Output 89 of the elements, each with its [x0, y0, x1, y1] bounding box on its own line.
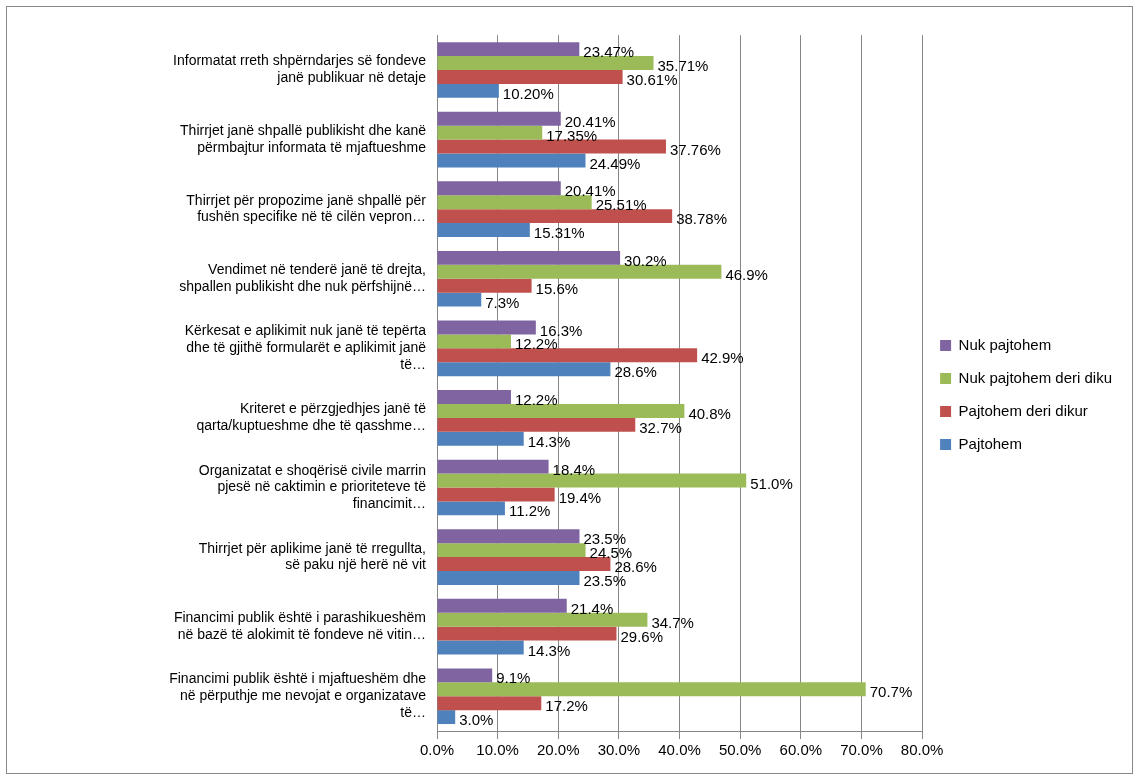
- legend-label: Pajtohem: [958, 434, 1022, 452]
- bar: [437, 320, 536, 335]
- data-label: 9.1%: [496, 669, 531, 687]
- legend-label: Nuk pajtohem deri diku: [958, 368, 1113, 386]
- y-tick-label: Financimi publik është i parashikueshëm në bazë të alokimit të fondeve në vitin…: [173, 609, 426, 642]
- data-label: 15.31%: [533, 224, 585, 242]
- bar: [437, 181, 561, 196]
- data-label: 23.47%: [583, 43, 635, 61]
- bar: [437, 223, 530, 237]
- data-label: 38.78%: [676, 210, 728, 228]
- bar: [437, 668, 493, 683]
- data-label: 7.3%: [485, 293, 520, 311]
- bar: [437, 473, 747, 488]
- x-tick-label: 30.0%: [597, 741, 641, 759]
- bar: [437, 125, 543, 140]
- y-tick-label: Thirrjet për propozime janë shpallë për fushën specifike në të cilën vepron…: [186, 191, 427, 225]
- bar: [437, 348, 698, 363]
- y-tick-label: Informatat rreth shpërndarjes së fondeve janë publikuar në detaje: [173, 52, 427, 86]
- bar: [437, 543, 586, 558]
- data-label: 19.4%: [558, 488, 602, 506]
- bar: [437, 153, 586, 168]
- bar: [437, 334, 511, 349]
- data-label: 24.49%: [589, 154, 641, 172]
- y-tick-label: Kërkesat e aplikimit nuk janë të tepërta dhe të gjithë formularët e aplikimit janë të…: [184, 322, 427, 372]
- bar: [437, 696, 542, 711]
- y-tick-label: Vendimet në tenderë janë të drejta, shpallen publikisht dhe nuk përfshijnë…: [179, 261, 426, 294]
- x-tick-label: 60.0%: [779, 741, 823, 759]
- x-tick-label: 0.0%: [419, 741, 455, 759]
- data-label: 11.2%: [508, 502, 551, 520]
- bar: [437, 487, 555, 502]
- bar: [437, 570, 580, 585]
- data-label: 3.0%: [459, 711, 494, 729]
- bar: [437, 292, 482, 307]
- bar: [437, 403, 685, 418]
- data-label: 32.7%: [639, 418, 682, 436]
- y-tick-label: Thirrjet janë shpallë publikisht dhe kanë përmbajtur informata të mjaftueshme: [180, 122, 427, 155]
- bar: [437, 56, 654, 70]
- bar: [437, 83, 499, 98]
- data-label: 10.20%: [502, 85, 554, 102]
- bar: [437, 640, 524, 655]
- bar: [437, 557, 611, 571]
- x-tick-label: 80.0%: [900, 741, 944, 759]
- data-label: 12.2%: [514, 391, 558, 409]
- y-tick-label: Kriteret e përzgjedhjes janë të qarta/kuptueshme dhe të qasshme…: [196, 400, 427, 434]
- bar: [437, 417, 636, 432]
- data-label: 70.7%: [869, 683, 913, 701]
- legend-label: Nuk pajtohem: [958, 335, 1052, 353]
- data-label: 28.6%: [614, 363, 657, 381]
- bar: [437, 459, 549, 474]
- x-tick-label: 20.0%: [537, 741, 580, 759]
- bar: [437, 195, 592, 210]
- data-label: 30.2%: [624, 252, 667, 269]
- bar: [437, 362, 611, 377]
- bar: [437, 42, 580, 57]
- bar: [437, 69, 623, 84]
- data-label: 21.4%: [570, 599, 614, 617]
- data-label: 17.2%: [545, 697, 588, 715]
- y-tick-label: Organizatat e shoqërisë civile marrin pjesë në caktimin e prioriteteve të financimit…: [198, 461, 427, 512]
- data-label: 15.6%: [535, 279, 579, 297]
- data-label: 40.8%: [688, 405, 731, 423]
- x-tick-label: 50.0%: [718, 741, 762, 759]
- bar: [437, 682, 866, 697]
- bar: [437, 139, 666, 154]
- x-tick-label: 70.0%: [840, 741, 883, 759]
- bar: [437, 431, 524, 446]
- bar: [437, 501, 505, 516]
- bar: [437, 626, 617, 641]
- x-tick-label: 10.0%: [476, 741, 519, 759]
- data-label: 51.0%: [750, 474, 793, 492]
- bar: [437, 278, 532, 293]
- bar: [437, 612, 648, 627]
- data-label: 14.3%: [527, 641, 571, 659]
- bar: [437, 390, 511, 404]
- bar: [437, 264, 722, 279]
- data-label: 42.9%: [701, 349, 744, 367]
- bar: [437, 598, 567, 613]
- x-tick-label: 40.0%: [658, 741, 701, 759]
- bar: [437, 529, 580, 544]
- y-tick-label: Thirrjet për aplikime janë të rregullta, së paku një herë në vit: [198, 539, 427, 573]
- bar: [437, 209, 673, 224]
- data-label: 46.9%: [725, 265, 768, 283]
- bar: [437, 710, 456, 725]
- bar: [437, 111, 561, 126]
- data-label: 18.4%: [552, 460, 596, 478]
- data-label: 37.76%: [669, 140, 721, 158]
- bar: [437, 250, 621, 265]
- data-label: 14.3%: [527, 432, 571, 450]
- legend-label: Pajtohem deri dikur: [958, 401, 1088, 419]
- y-tick-label: Financimi publik është i mjaftueshëm dhe në përputhje me nevojat e organizatave të…: [169, 670, 427, 720]
